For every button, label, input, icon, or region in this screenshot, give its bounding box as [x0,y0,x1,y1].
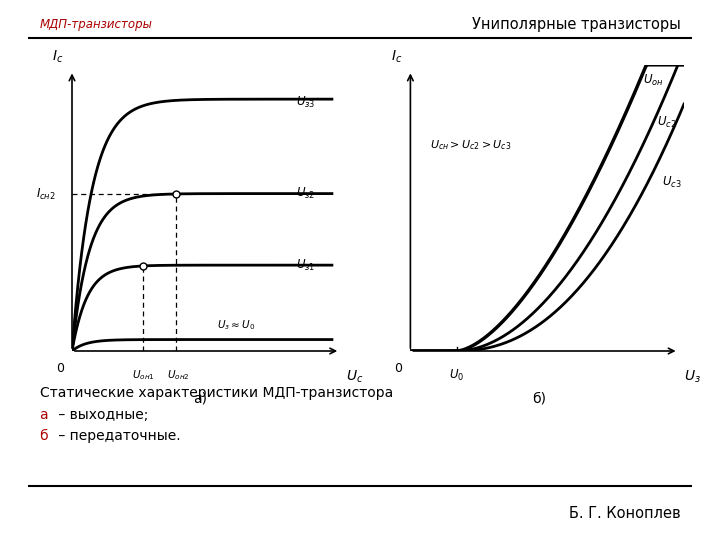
Text: $U_c$: $U_c$ [346,368,363,384]
Text: а): а) [194,391,207,405]
Text: $I_c$: $I_c$ [53,49,64,65]
Text: Б. Г. Коноплев: Б. Г. Коноплев [569,505,680,521]
Text: б): б) [532,391,546,405]
Text: МДП-транзисторы: МДП-транзисторы [40,18,153,31]
Text: – выходные;: – выходные; [54,408,148,422]
Text: $I_c$: $I_c$ [391,49,402,65]
Text: $U_з$: $U_з$ [684,368,701,384]
Text: Униполярные транзисторы: Униполярные транзисторы [472,17,680,32]
Text: $U_{с2}$: $U_{с2}$ [657,114,676,130]
Text: $I_{сн2}$: $I_{сн2}$ [36,186,55,201]
Text: $U_{з2}$: $U_{з2}$ [297,186,316,201]
Text: Статические характеристики МДП-транзистора: Статические характеристики МДП-транзисто… [40,386,393,400]
Text: $U_{он}$: $U_{он}$ [643,73,664,89]
Text: 0: 0 [394,362,402,375]
Text: $U_{он1}$: $U_{он1}$ [132,368,155,382]
Text: $U_{с3}$: $U_{с3}$ [662,174,682,190]
Text: б: б [40,429,48,443]
Text: а: а [40,408,48,422]
Text: $U_з\approx U_0$: $U_з\approx U_0$ [217,319,255,333]
Text: $U_{сн}>U_{с2}>U_{с3}$: $U_{сн}>U_{с2}>U_{с3}$ [430,138,511,152]
Text: 0: 0 [55,362,64,375]
Text: $U_{з1}$: $U_{з1}$ [297,258,316,273]
Text: $U_{он2}$: $U_{он2}$ [167,368,190,382]
Text: – передаточные.: – передаточные. [54,429,181,443]
Text: $U_0$: $U_0$ [449,368,464,383]
Text: $U_{з3}$: $U_{з3}$ [297,94,316,110]
